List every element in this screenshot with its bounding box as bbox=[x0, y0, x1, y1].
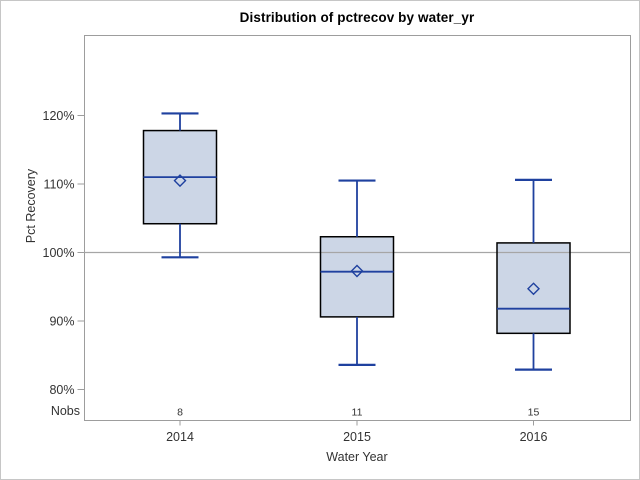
y-tick-label-120: 120% bbox=[43, 109, 75, 123]
nobs-value-2016: 15 bbox=[528, 407, 540, 419]
y-axis-title: Pct Recovery bbox=[24, 168, 38, 244]
chart-title: Distribution of pctrecov by water_yr bbox=[239, 10, 475, 25]
x-tick-label-2015: 2015 bbox=[343, 430, 371, 444]
mean-diamond-icon-2016 bbox=[527, 282, 540, 296]
nobs-row-label: Nobs bbox=[50, 404, 80, 418]
box-fill-2016 bbox=[497, 242, 570, 334]
x-tick-label-2016: 2016 bbox=[520, 430, 548, 444]
y-tick-label-90: 90% bbox=[49, 315, 74, 329]
y-tick-label-100: 100% bbox=[43, 246, 75, 260]
y-tick-label-110: 110% bbox=[43, 178, 74, 192]
nobs-value-2015: 11 bbox=[352, 407, 363, 419]
x-axis-title: Water Year bbox=[326, 450, 388, 464]
nobs-value-2014: 8 bbox=[177, 407, 183, 419]
x-tick-label-2014: 2014 bbox=[166, 430, 194, 444]
mean-diamond-icon-2015 bbox=[350, 264, 364, 278]
y-tick-label-80: 80% bbox=[49, 383, 74, 397]
mean-diamond-icon-2014 bbox=[173, 174, 187, 188]
